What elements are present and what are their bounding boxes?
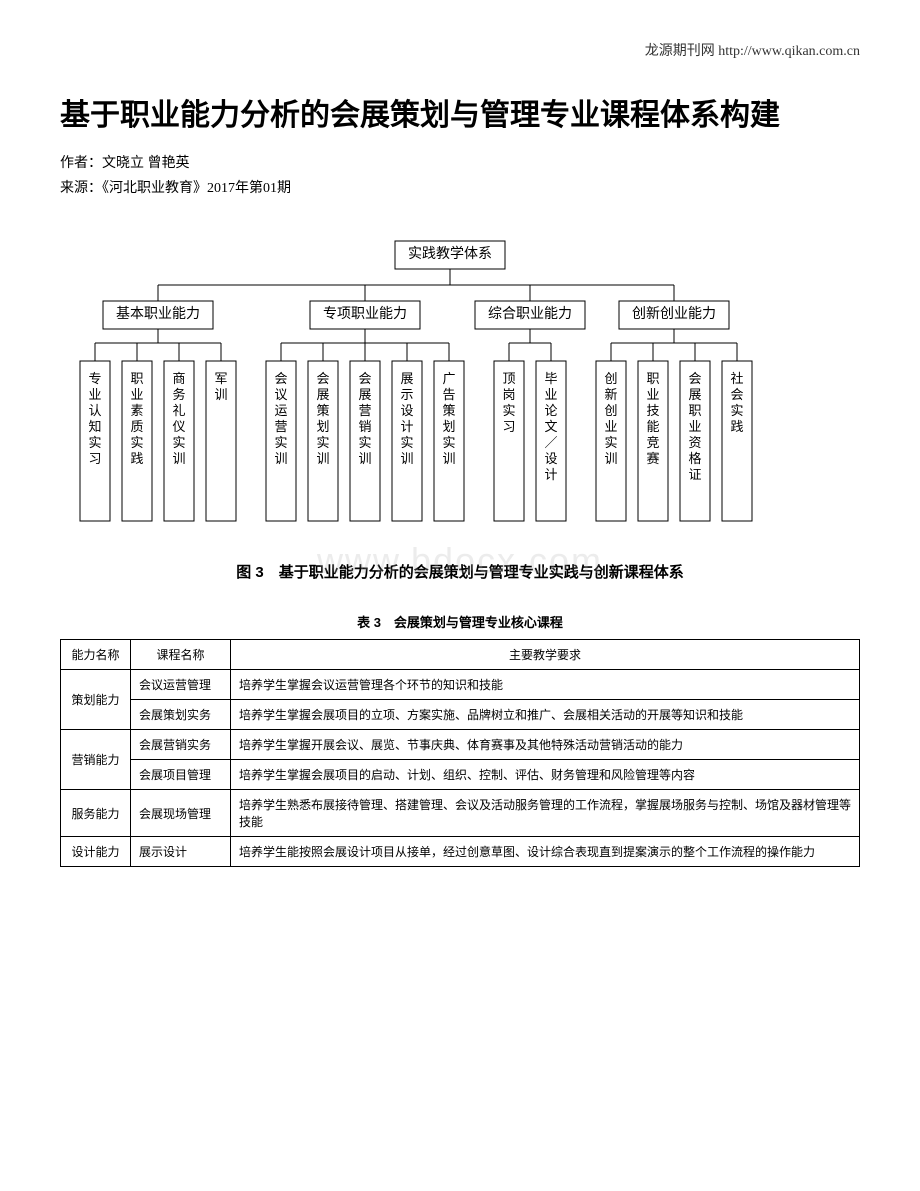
- course-cell: 会展策划实务: [131, 700, 231, 730]
- course-cell: 会展现场管理: [131, 790, 231, 837]
- tree-diagram-container: 实践教学体系基本职业能力 专项职业能力 综合职业能力 创新创业能力专业认知实习 职业素质…: [60, 231, 860, 541]
- category-cell: 服务能力: [61, 790, 131, 837]
- svg-text:专业认知实习: 专业认知实习: [88, 371, 101, 466]
- svg-text:会展职业资格证: 会展职业资格证: [688, 371, 701, 482]
- requirement-cell: 培养学生掌握会议运营管理各个环节的知识和技能: [231, 670, 860, 700]
- svg-text:实践教学体系: 实践教学体系: [408, 247, 492, 263]
- svg-text:职业素质实践: 职业素质实践: [130, 371, 143, 466]
- course-cell: 会议运营管理: [131, 670, 231, 700]
- requirement-cell: 培养学生掌握开展会议、展览、节事庆典、体育赛事及其他特殊活动营销活动的能力: [231, 730, 860, 760]
- course-cell: 会展项目管理: [131, 760, 231, 790]
- course-cell: 会展营销实务: [131, 730, 231, 760]
- core-courses-table: 能力名称课程名称主要教学要求 策划能力会议运营管理培养学生掌握会议运营管理各个环…: [60, 639, 860, 867]
- svg-text:毕业论文／设计: 毕业论文／设计: [544, 371, 557, 482]
- svg-text:社会实践: 社会实践: [730, 371, 743, 434]
- table-row: 服务能力会展现场管理培养学生熟悉布展接待管理、搭建管理、会议及活动服务管理的工作…: [61, 790, 860, 837]
- svg-text:专项职业能力: 专项职业能力: [323, 307, 407, 323]
- svg-text:职业技能竞赛: 职业技能竞赛: [646, 371, 659, 466]
- requirement-cell: 培养学生掌握会展项目的启动、计划、组织、控制、评估、财务管理和风险管理等内容: [231, 760, 860, 790]
- category-cell: 营销能力: [61, 730, 131, 790]
- svg-text:商务礼仪实训: 商务礼仪实训: [172, 371, 185, 466]
- requirement-cell: 培养学生掌握会展项目的立项、方案实施、品牌树立和推广、会展相关活动的开展等知识和…: [231, 700, 860, 730]
- table-row: 策划能力会议运营管理培养学生掌握会议运营管理各个环节的知识和技能: [61, 670, 860, 700]
- requirement-cell: 培养学生能按照会展设计项目从接单，经过创意草图、设计综合表现直到提案演示的整个工…: [231, 837, 860, 867]
- table-caption: 表 3 会展策划与管理专业核心课程: [60, 612, 860, 631]
- table-row: 会展策划实务培养学生掌握会展项目的立项、方案实施、品牌树立和推广、会展相关活动的…: [61, 700, 860, 730]
- requirement-cell: 培养学生熟悉布展接待管理、搭建管理、会议及活动服务管理的工作流程，掌握展场服务与…: [231, 790, 860, 837]
- author-line: 作者：文晓立 曾艳英: [60, 151, 860, 176]
- category-cell: 策划能力: [61, 670, 131, 730]
- category-cell: 设计能力: [61, 837, 131, 867]
- table-header: 主要教学要求: [231, 640, 860, 670]
- table-row: 设计能力展示设计培养学生能按照会展设计项目从接单，经过创意草图、设计综合表现直到…: [61, 837, 860, 867]
- svg-text:展示设计实训: 展示设计实训: [400, 371, 413, 466]
- article-title: 基于职业能力分析的会展策划与管理专业课程体系构建: [60, 90, 860, 141]
- tree-diagram: 实践教学体系基本职业能力 专项职业能力 综合职业能力 创新创业能力专业认知实习 职业素质…: [60, 231, 860, 541]
- course-cell: 展示设计: [131, 837, 231, 867]
- svg-text:广告策划实训: 广告策划实训: [442, 371, 455, 466]
- svg-text:会展营销实训: 会展营销实训: [358, 371, 371, 466]
- site-header: 龙源期刊网 http://www.qikan.com.cn: [60, 40, 860, 60]
- figure-caption: 图 3 基于职业能力分析的会展策划与管理专业实践与创新课程体系: [60, 561, 860, 582]
- table-header: 课程名称: [131, 640, 231, 670]
- svg-text:会议运营实训: 会议运营实训: [274, 371, 287, 466]
- table-row: 营销能力会展营销实务培养学生掌握开展会议、展览、节事庆典、体育赛事及其他特殊活动…: [61, 730, 860, 760]
- svg-text:创新创业能力: 创新创业能力: [632, 307, 716, 323]
- svg-text:会展策划实训: 会展策划实训: [316, 371, 329, 466]
- svg-text:基本职业能力: 基本职业能力: [116, 306, 200, 323]
- svg-text:军训: 军训: [214, 371, 227, 402]
- table-header: 能力名称: [61, 640, 131, 670]
- svg-text:综合职业能力: 综合职业能力: [488, 307, 572, 323]
- svg-text:顶岗实习: 顶岗实习: [502, 371, 515, 434]
- source-line: 来源：《河北职业教育》2017年第01期: [60, 176, 860, 201]
- svg-text:创新创业实训: 创新创业实训: [604, 371, 617, 466]
- table-row: 会展项目管理培养学生掌握会展项目的启动、计划、组织、控制、评估、财务管理和风险管…: [61, 760, 860, 790]
